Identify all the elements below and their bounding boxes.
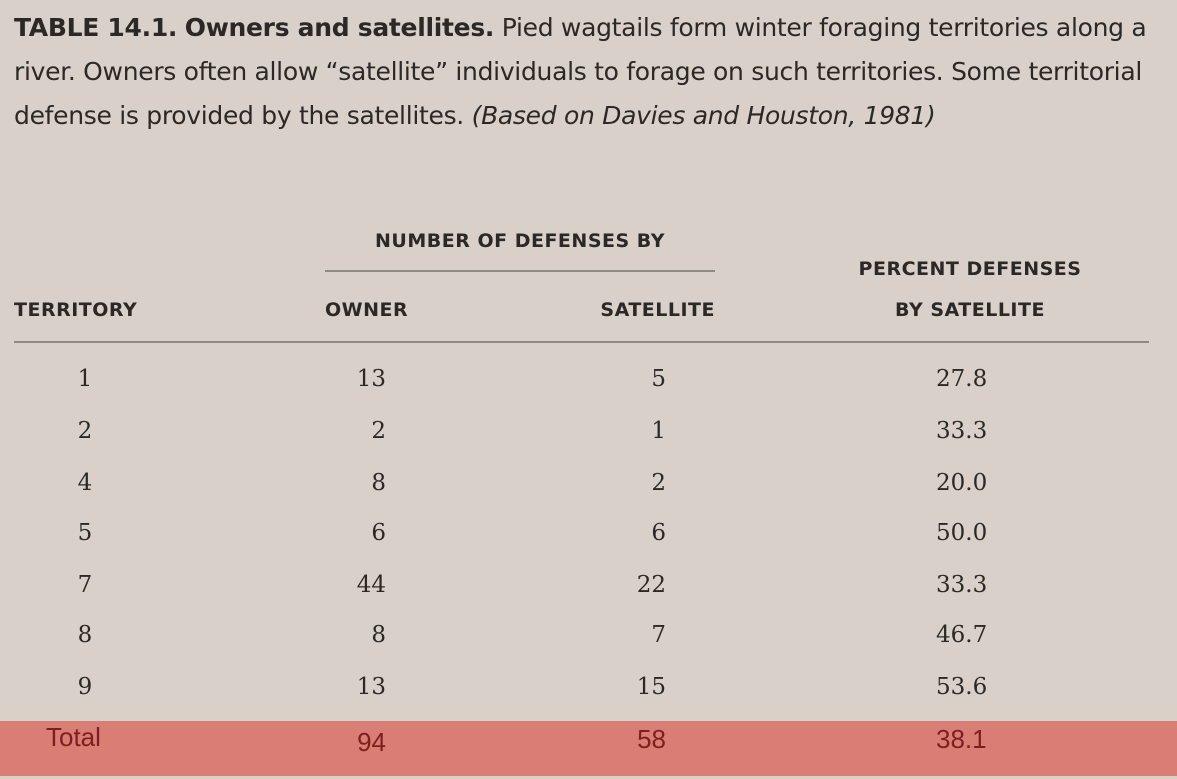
table-cell-satellite: 6 [651,520,666,546]
table-cell-satellite: 22 [636,572,666,598]
group-rule [325,270,715,272]
table-cell-territory: 7 [77,572,93,598]
table-cell-satellite: 15 [636,674,666,700]
table-cell-owner: 8 [371,470,386,496]
table-cell-owner: 6 [371,520,386,546]
table-cell-percent: 46.7 [936,622,988,648]
total-row-highlight [0,721,1177,776]
header-group: NUMBER OF DEFENSES BY [375,230,665,252]
table-cell-percent: 27.8 [936,366,988,392]
table-cell-territory: 5 [77,520,93,546]
table-cell-satellite: 1 [651,418,666,444]
table-cell-territory: 8 [77,622,93,648]
total-owner: 94 [357,727,386,757]
table-cell-owner: 2 [371,418,386,444]
total-label: Total [46,722,101,752]
table-cell-territory: 4 [77,470,93,496]
table-cell-satellite: 5 [651,366,666,392]
table-cell-owner: 13 [356,674,386,700]
table-cell-percent: 33.3 [936,418,988,444]
table-label: TABLE 14.1. [14,13,178,42]
table-cell-owner: 44 [356,572,386,598]
caption-citation: (Based on Davies and Houston, 1981) [471,101,936,130]
table-cell-percent: 50.0 [936,520,988,546]
header-territory: TERRITORY [14,299,138,321]
table-cell-satellite: 7 [651,622,666,648]
table-caption: TABLE 14.1. Owners and satellites. Pied … [14,6,1164,138]
table-cell-territory: 2 [77,418,93,444]
table-cell-satellite: 2 [651,470,666,496]
total-satellite: 58 [637,724,666,754]
table-cell-percent: 20.0 [936,470,988,496]
table-cell-territory: 1 [77,366,93,392]
header-owner: OWNER [325,299,409,321]
table-cell-owner: 13 [356,366,386,392]
total-percent: 38.1 [936,724,987,754]
header-rule [14,341,1149,343]
header-satellite: SATELLITE [600,299,715,321]
table-cell-percent: 53.6 [936,674,988,700]
caption-text: Pied wagtails form winter foraging terri… [14,13,1147,130]
table-cell-owner: 8 [371,622,386,648]
header-percent-1: PERCENT DEFENSES [858,258,1082,280]
table-cell-percent: 33.3 [936,572,988,598]
table-cell-territory: 9 [77,674,93,700]
header-percent-2: BY SATELLITE [895,299,1045,321]
table-title: Owners and satellites. [184,13,495,42]
